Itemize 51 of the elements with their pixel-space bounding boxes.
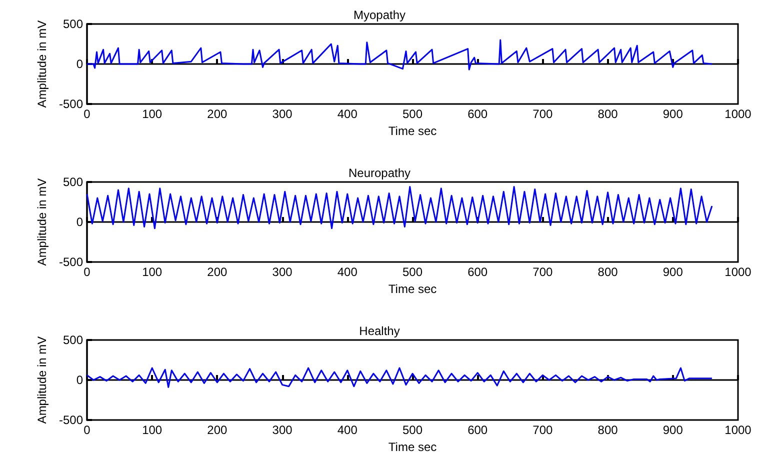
x-tick-label: 200 [207,423,228,437]
x-tick-label: 600 [468,423,488,437]
chart-title: Myopathy [353,8,406,22]
line-series [86,39,713,70]
x-tick-label: 700 [532,265,554,279]
chart-title: Healthy [359,324,400,338]
x-tick-label: 300 [272,265,293,279]
chart-title: Neuropathy [348,166,411,180]
x-axis-title: Time sec [388,440,437,454]
y-tick-label: 0 [76,57,84,71]
x-tick-label: 700 [532,423,554,437]
x-tick-label: 700 [532,107,554,121]
x-tick-label: 600 [468,265,488,279]
x-tick-label: 300 [272,423,293,437]
x-tick-label: 100 [142,265,162,279]
y-tick-label: -500 [58,255,84,269]
x-tick-label: 100 [142,107,162,121]
y-axis-title: Amplitude in mV [35,336,50,424]
y-axis-title: Amplitude in mV [35,20,50,108]
x-tick-label: 200 [207,265,228,279]
x-tick-label: 1000 [724,423,752,437]
x-tick-label: 1000 [724,265,752,279]
x-axis-title: Time sec [388,282,437,296]
x-tick-label: 100 [142,423,162,437]
y-tick-label: 500 [62,333,84,347]
x-tick-label: 800 [598,265,618,279]
y-axis-title: Amplitude in mV [35,178,50,266]
x-tick-label: 900 [662,107,684,121]
x-tick-label: 800 [598,107,618,121]
x-tick-label: 500 [402,107,423,121]
x-tick-label: 400 [337,423,358,437]
line-series [86,367,713,388]
x-tick-label: 900 [662,423,684,437]
x-tick-label: 1000 [724,107,752,121]
x-tick-label: 500 [402,423,423,437]
x-tick-label: 200 [207,107,228,121]
y-tick-label: 500 [62,17,84,31]
y-tick-label: 500 [62,175,84,189]
y-tick-label: 0 [76,215,84,229]
y-tick-label: -500 [58,413,84,427]
x-tick-label: 400 [337,107,358,121]
x-tick-label: 900 [662,265,684,279]
x-tick-label: 800 [598,423,618,437]
x-tick-label: 300 [272,107,293,121]
line-series [86,186,713,230]
x-tick-label: 500 [402,265,423,279]
x-tick-label: 400 [337,265,358,279]
y-tick-label: 0 [76,373,84,387]
x-tick-label: 600 [468,107,488,121]
x-axis-title: Time sec [388,124,437,138]
y-tick-label: -500 [58,97,84,111]
